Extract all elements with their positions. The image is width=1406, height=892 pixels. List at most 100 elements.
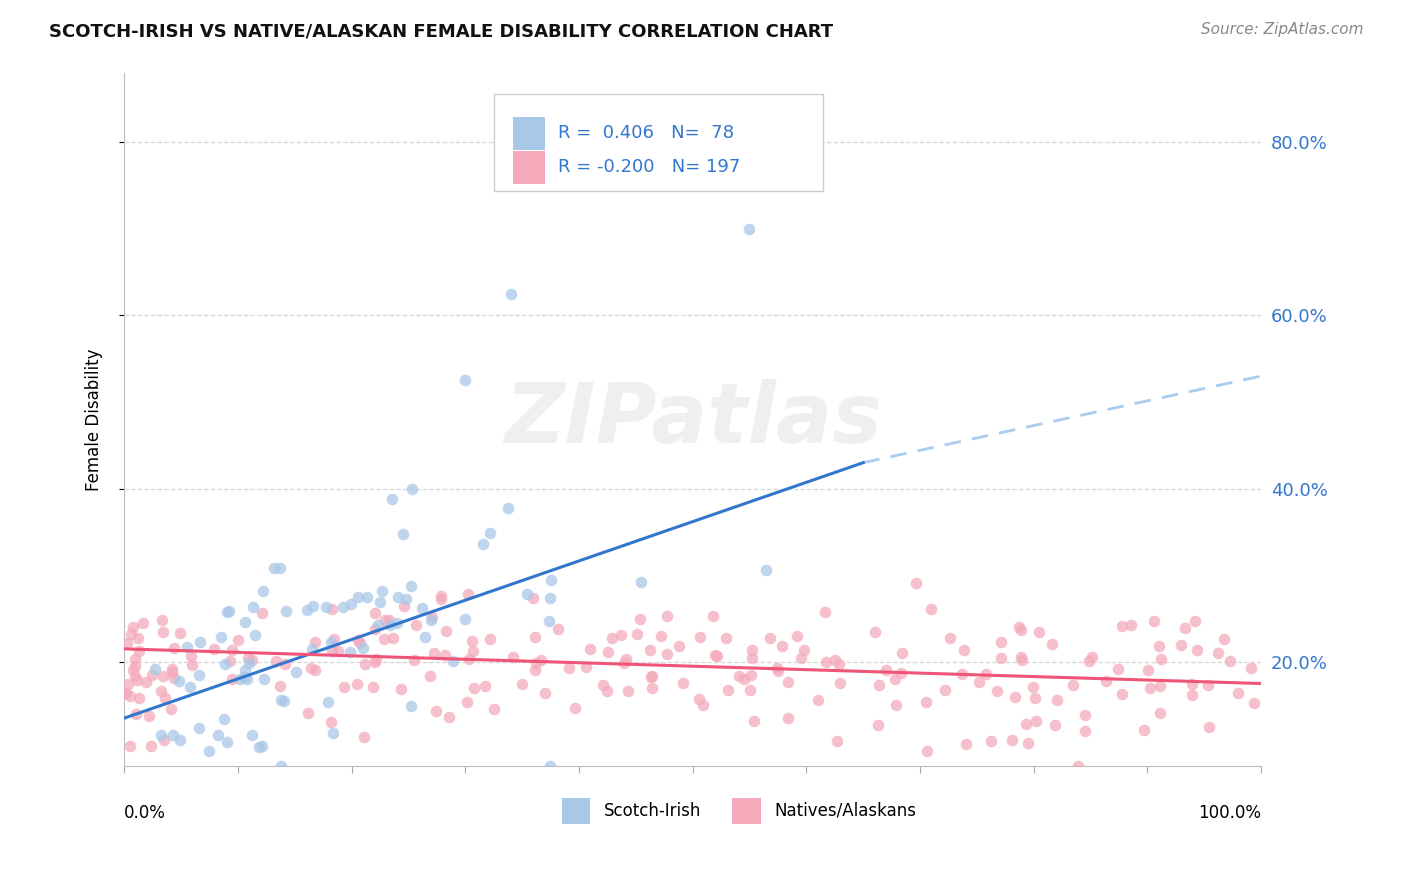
Point: [1062, 678, 1084, 692]
Point: [533, 685, 555, 699]
Point: [1074, 724, 1097, 739]
Point: [367, 617, 389, 632]
Point: [285, 665, 308, 679]
Point: [692, 698, 714, 713]
Point: [1011, 652, 1033, 666]
Point: [538, 615, 561, 629]
Point: [938, 631, 960, 645]
Text: Source: ZipAtlas.com: Source: ZipAtlas.com: [1201, 22, 1364, 37]
Point: [1181, 688, 1204, 702]
Point: [474, 679, 496, 693]
Point: [364, 652, 387, 666]
Point: [347, 590, 370, 604]
Point: [190, 635, 212, 649]
Point: [1078, 654, 1101, 668]
Point: [423, 646, 446, 660]
Point: [688, 692, 710, 706]
Point: [124, 669, 146, 683]
Point: [1147, 640, 1170, 654]
Point: [463, 681, 485, 695]
Point: [270, 693, 292, 707]
Point: [904, 575, 927, 590]
Point: [124, 652, 146, 666]
Point: [236, 673, 259, 687]
Point: [890, 666, 912, 681]
Point: [1107, 662, 1129, 676]
Point: [321, 644, 343, 658]
Point: [454, 612, 477, 626]
Point: [215, 735, 238, 749]
FancyBboxPatch shape: [733, 797, 761, 824]
Point: [640, 670, 662, 684]
Point: [207, 728, 229, 742]
Point: [236, 651, 259, 665]
Point: [614, 652, 637, 666]
Point: [430, 589, 453, 603]
Point: [1243, 696, 1265, 710]
Point: [1197, 678, 1219, 692]
Point: [1028, 625, 1050, 640]
Point: [886, 698, 908, 712]
Point: [953, 643, 976, 657]
Point: [304, 663, 326, 677]
Point: [1111, 687, 1133, 701]
Point: [600, 631, 623, 645]
Point: [160, 665, 183, 679]
Point: [160, 662, 183, 676]
Point: [703, 648, 725, 663]
Point: [457, 587, 479, 601]
Point: [419, 669, 441, 683]
Point: [974, 666, 997, 681]
Point: [498, 500, 520, 515]
Point: [238, 656, 260, 670]
Point: [1181, 676, 1204, 690]
Point: [138, 709, 160, 723]
Point: [371, 584, 394, 599]
Point: [221, 672, 243, 686]
Point: [118, 739, 141, 753]
Point: [297, 706, 319, 721]
Point: [1213, 632, 1236, 646]
Point: [790, 651, 813, 665]
Point: [242, 600, 264, 615]
Point: [1011, 623, 1033, 637]
Point: [353, 730, 375, 744]
FancyBboxPatch shape: [562, 797, 591, 824]
Point: [347, 633, 370, 648]
Point: [411, 601, 433, 615]
Point: [240, 653, 263, 667]
Point: [304, 635, 326, 649]
Point: [441, 654, 464, 668]
Point: [523, 630, 546, 644]
Point: [824, 653, 846, 667]
Point: [828, 657, 851, 671]
Point: [349, 636, 371, 650]
Point: [1142, 614, 1164, 628]
Point: [389, 681, 412, 696]
Point: [152, 669, 174, 683]
Point: [728, 669, 751, 683]
Point: [361, 680, 384, 694]
Point: [404, 653, 426, 667]
Point: [209, 630, 232, 644]
Point: [128, 691, 150, 706]
Point: [364, 656, 387, 670]
Point: [786, 629, 808, 643]
Point: [1095, 674, 1118, 689]
Point: [564, 701, 586, 715]
Point: [990, 634, 1012, 648]
Point: [240, 728, 263, 742]
Point: [1149, 652, 1171, 666]
Point: [1174, 622, 1197, 636]
Point: [1149, 706, 1171, 721]
Point: [524, 656, 547, 670]
Point: [269, 679, 291, 693]
FancyBboxPatch shape: [513, 151, 544, 184]
Point: [353, 657, 375, 672]
Point: [323, 632, 346, 647]
Point: [1004, 690, 1026, 704]
Point: [382, 632, 405, 646]
Point: [1046, 693, 1069, 707]
Point: [1170, 639, 1192, 653]
Point: [229, 672, 252, 686]
